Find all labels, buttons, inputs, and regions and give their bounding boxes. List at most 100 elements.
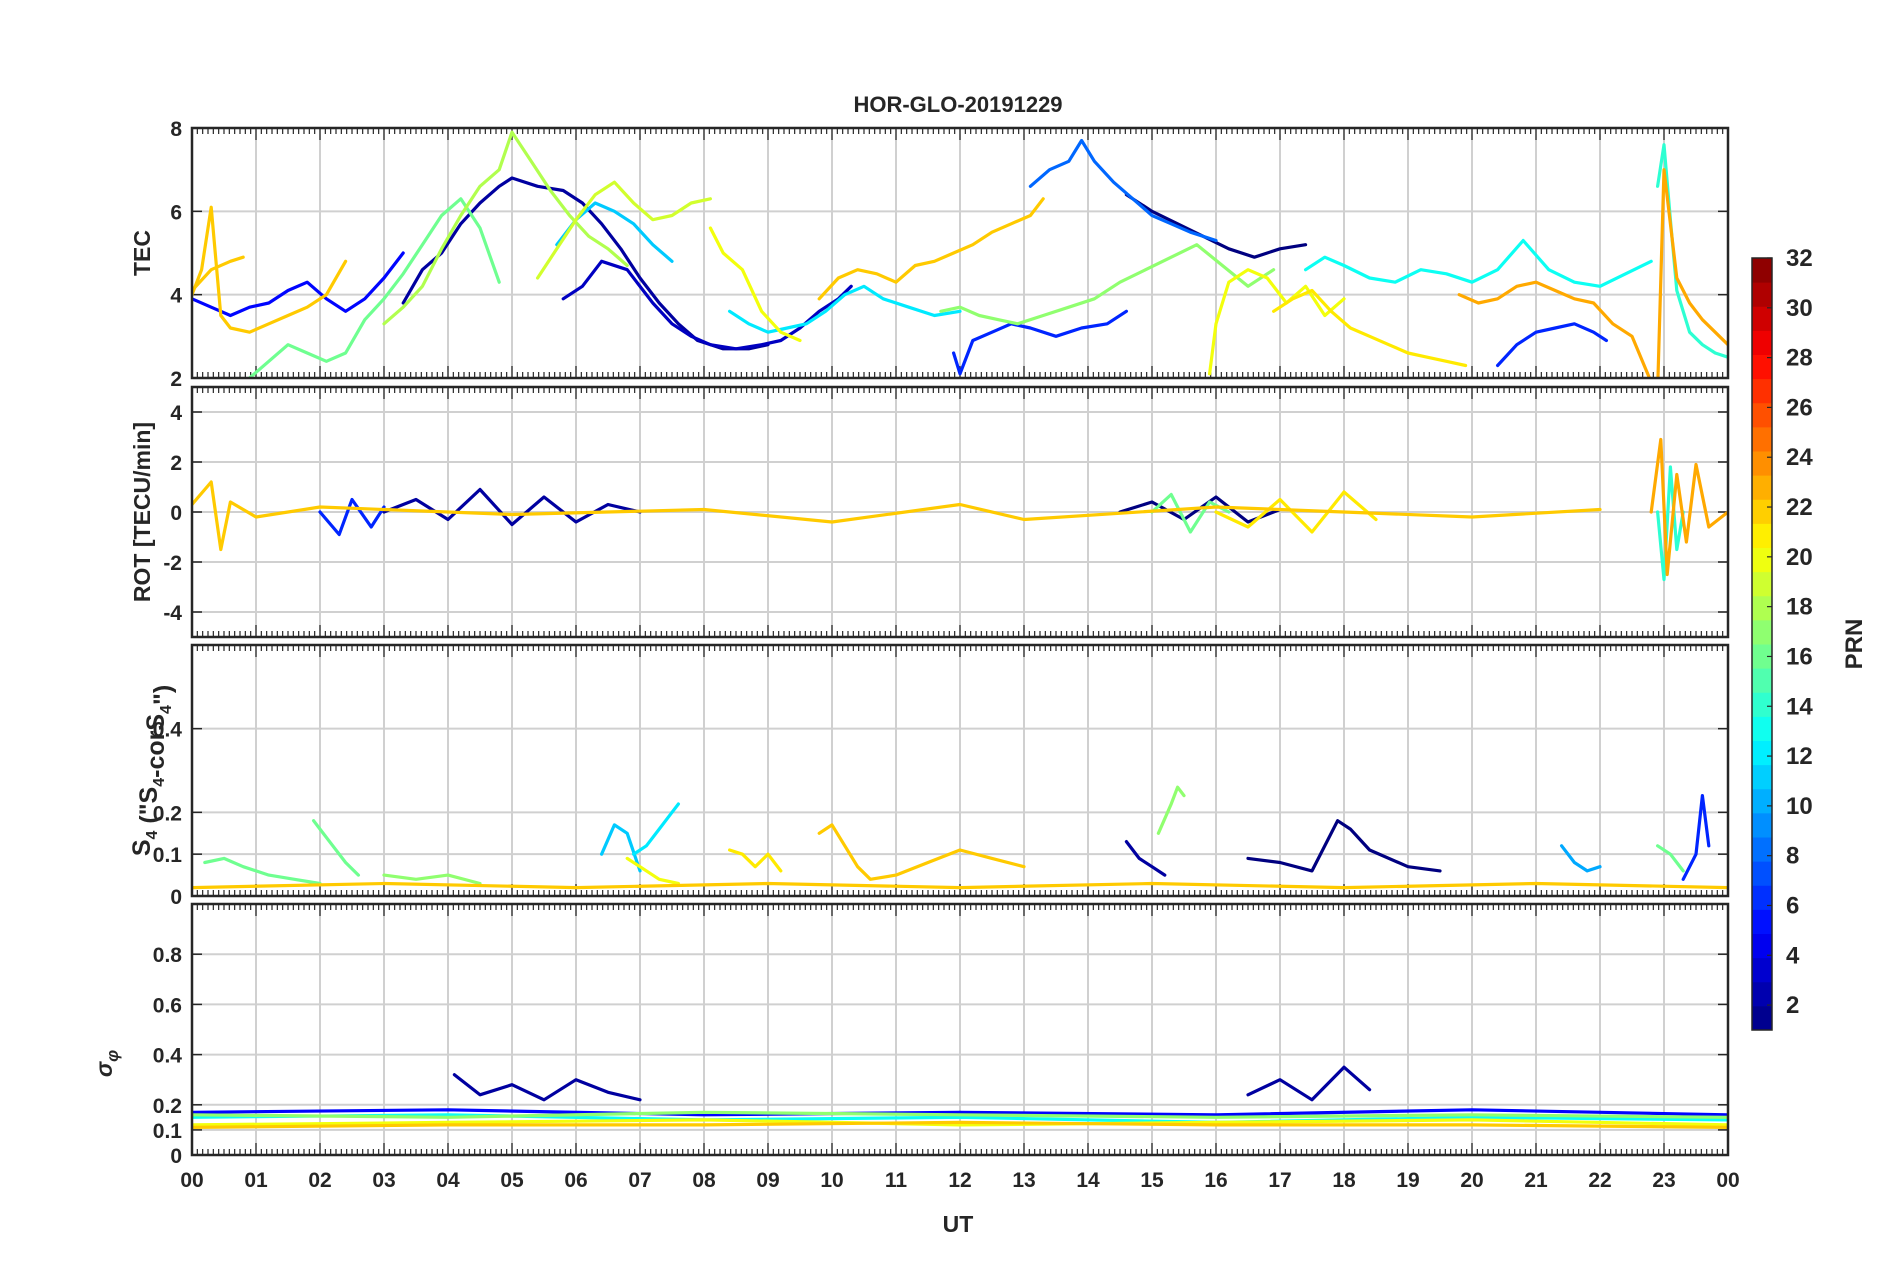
colorbar-swatch	[1752, 378, 1772, 404]
colorbar-swatch	[1752, 692, 1772, 717]
y-tick-label: 0	[170, 886, 182, 909]
colorbar-swatch	[1752, 909, 1772, 934]
colorbar-tick-label: 28	[1786, 345, 1813, 372]
series-line-prn-22	[192, 881, 1728, 890]
series-line-prn-2	[452, 1073, 642, 1102]
colorbar-tick-label: 8	[1786, 843, 1799, 870]
series-line-prn-17	[382, 873, 482, 886]
series-line-prn-11	[599, 823, 642, 873]
colorbar-label: PRN	[1841, 619, 1868, 670]
plot-frame	[190, 902, 1730, 1157]
colorbar-tick-label: 18	[1786, 594, 1813, 621]
colorbar-swatch	[1752, 306, 1772, 331]
y-tick-label: 0.1	[153, 1120, 183, 1143]
y-axis-label-tec: TEC	[129, 230, 155, 276]
series-line-prn-21	[1271, 288, 1468, 368]
series-line-prn-22	[192, 205, 348, 334]
series-group	[192, 785, 1728, 890]
x-tick-label: 08	[692, 1169, 716, 1192]
colorbar-tick-label: 32	[1786, 245, 1813, 272]
series-line-prn-2	[382, 487, 642, 527]
colorbar-tick-label: 26	[1786, 394, 1813, 421]
colorbar-tick-label: 12	[1786, 743, 1813, 770]
y-tick-label: 0.4	[153, 1045, 183, 1068]
colorbar-tick-label: 20	[1786, 544, 1813, 571]
series-line-prn-6	[951, 309, 1129, 376]
series-line-prn-6	[318, 497, 386, 537]
colorbar-swatch	[1752, 547, 1772, 573]
series-line-prn-22	[817, 823, 1026, 881]
colorbar-frame	[1751, 257, 1773, 1031]
colorbar-tick-label: 24	[1786, 444, 1813, 471]
colorbar-tick-label: 4	[1786, 942, 1800, 969]
y-tick-label: 0.8	[153, 944, 183, 967]
y-tick-label: 4	[170, 285, 182, 308]
series-line-prn-18	[382, 130, 629, 326]
y-tick-label: 0.1	[153, 844, 183, 867]
series-line-prn-22	[817, 197, 1045, 301]
y-tick-label: 0	[170, 1145, 182, 1168]
x-tick-label: 02	[308, 1169, 331, 1192]
x-tick-label: 10	[820, 1169, 843, 1192]
series-line-prn-2	[1246, 1065, 1372, 1102]
colorbar-swatch	[1752, 668, 1772, 693]
series-line-prn-2	[1124, 839, 1167, 877]
series-line-prn-21	[727, 848, 783, 873]
plot-frame	[190, 643, 1730, 898]
x-tick-label: 09	[756, 1169, 779, 1192]
x-axis-label: UT	[943, 1211, 974, 1237]
x-tick-label: 00	[180, 1169, 203, 1192]
colorbar-tick-label: 30	[1786, 295, 1813, 322]
colorbar-tick-label: 22	[1786, 494, 1813, 521]
y-tick-label: 0.6	[153, 994, 182, 1017]
x-tick-label: 19	[1396, 1169, 1419, 1192]
x-tick-label: 21	[1524, 1169, 1548, 1192]
x-tick-label: 16	[1204, 1169, 1227, 1192]
colorbar-swatch	[1752, 258, 1772, 283]
series-line-prn-17	[1156, 785, 1186, 835]
series-line-prn-14	[1655, 465, 1685, 582]
series-line-prn-17	[192, 1110, 1728, 1119]
x-tick-label: 14	[1076, 1169, 1100, 1192]
x-tick-label: 06	[564, 1169, 587, 1192]
y-tick-label: 8	[170, 118, 182, 141]
colorbar-swatch	[1752, 812, 1772, 838]
colorbar-swatch	[1752, 933, 1772, 959]
plot-frame	[190, 126, 1730, 380]
x-tick-label: 05	[500, 1169, 524, 1192]
x-tick-labels: 00 01 02 03 04 05 06 07 08 09 10 11 12 13 14 15 16 17 18 19…	[180, 1169, 1739, 1192]
x-tick-label: 15	[1140, 1169, 1164, 1192]
series-line-prn-16	[1150, 492, 1231, 534]
series-line-prn-20	[625, 856, 681, 886]
series-line-prn-16	[248, 197, 501, 378]
y-tick-label: 0.2	[153, 802, 182, 825]
y-tick-label: 2	[170, 368, 182, 391]
series-line-prn-22	[192, 255, 245, 293]
y-axis-label-sigma: σφ	[91, 1050, 122, 1077]
colorbar-tick-label: 14	[1786, 693, 1813, 720]
series-line-prn-5	[192, 1108, 1728, 1117]
series-line-prn-16	[203, 856, 322, 886]
series-line-prn-19	[535, 180, 713, 280]
colorbar-swatch	[1752, 426, 1772, 452]
colorbar-swatch	[1752, 475, 1772, 500]
colorbar-swatch	[1752, 885, 1772, 910]
series-line-prn-22	[192, 1120, 1728, 1130]
y-tick-label: 0.2	[153, 1095, 182, 1118]
series-line-prn-20	[1207, 268, 1346, 376]
colorbar-swatch	[1752, 957, 1772, 983]
series-group	[192, 130, 1728, 378]
colorbar-swatch	[1752, 282, 1772, 307]
plot-frame	[190, 385, 1730, 639]
colorbar-swatch	[1752, 740, 1772, 766]
x-tick-label: 20	[1460, 1169, 1483, 1192]
colorbar-tick-label: 2	[1786, 992, 1799, 1019]
colorbar-swatch	[1752, 788, 1772, 814]
chart-title: HOR-GLO-20191229	[853, 92, 1062, 117]
series-line-prn-16	[1655, 844, 1685, 873]
colorbar-swatch	[1752, 764, 1772, 790]
series-line-prn-6	[1681, 793, 1711, 881]
series-line-prn-6	[1495, 322, 1609, 368]
colorbar-tick-label: 16	[1786, 643, 1813, 670]
